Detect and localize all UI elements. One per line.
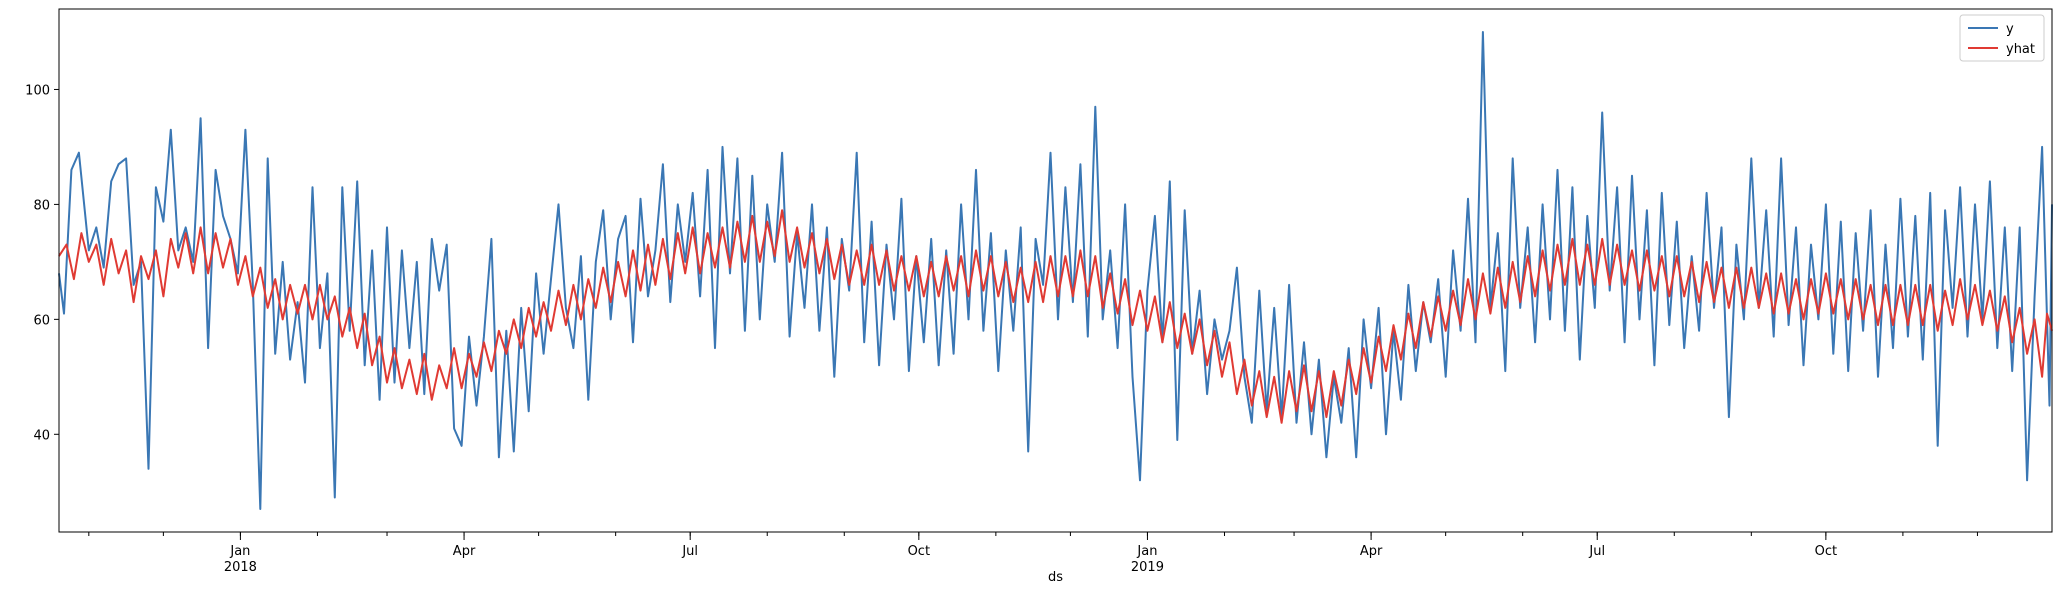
- legend-label-y: y: [2006, 22, 2014, 37]
- legend-label-yhat: yhat: [2006, 42, 2035, 57]
- x-axis-label: ds: [1048, 570, 1063, 585]
- axes-frame: [58, 8, 2053, 533]
- legend-box: [1959, 14, 2045, 62]
- x-tick-label: Jan: [1136, 544, 1157, 559]
- y-tick-label: 80: [33, 198, 50, 213]
- x-tick-label: Oct: [908, 544, 930, 559]
- y-tick-label: 40: [33, 428, 50, 443]
- x-tick-label: Jul: [681, 544, 698, 559]
- y-tick-label: 60: [33, 313, 50, 328]
- x-tick-sublabel: 2019: [1131, 560, 1164, 575]
- series-line-yhat: [58, 209, 2053, 424]
- x-tick-label: Jan: [229, 544, 250, 559]
- plot-lines: [58, 31, 2053, 510]
- series-line-y: [58, 31, 2053, 510]
- x-tick-label: Apr: [453, 544, 476, 559]
- x-tick-sublabel: 2018: [224, 560, 257, 575]
- legend: y yhat: [1959, 14, 2045, 62]
- x-tick-label: Oct: [1815, 544, 1837, 559]
- y-axis: 40 60 80 100: [25, 83, 59, 443]
- x-tick-label: Jul: [1588, 544, 1605, 559]
- y-tick-label: 100: [25, 83, 50, 98]
- x-tick-label: Apr: [1360, 544, 1383, 559]
